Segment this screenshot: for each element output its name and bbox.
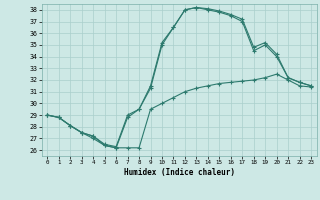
X-axis label: Humidex (Indice chaleur): Humidex (Indice chaleur) — [124, 168, 235, 177]
